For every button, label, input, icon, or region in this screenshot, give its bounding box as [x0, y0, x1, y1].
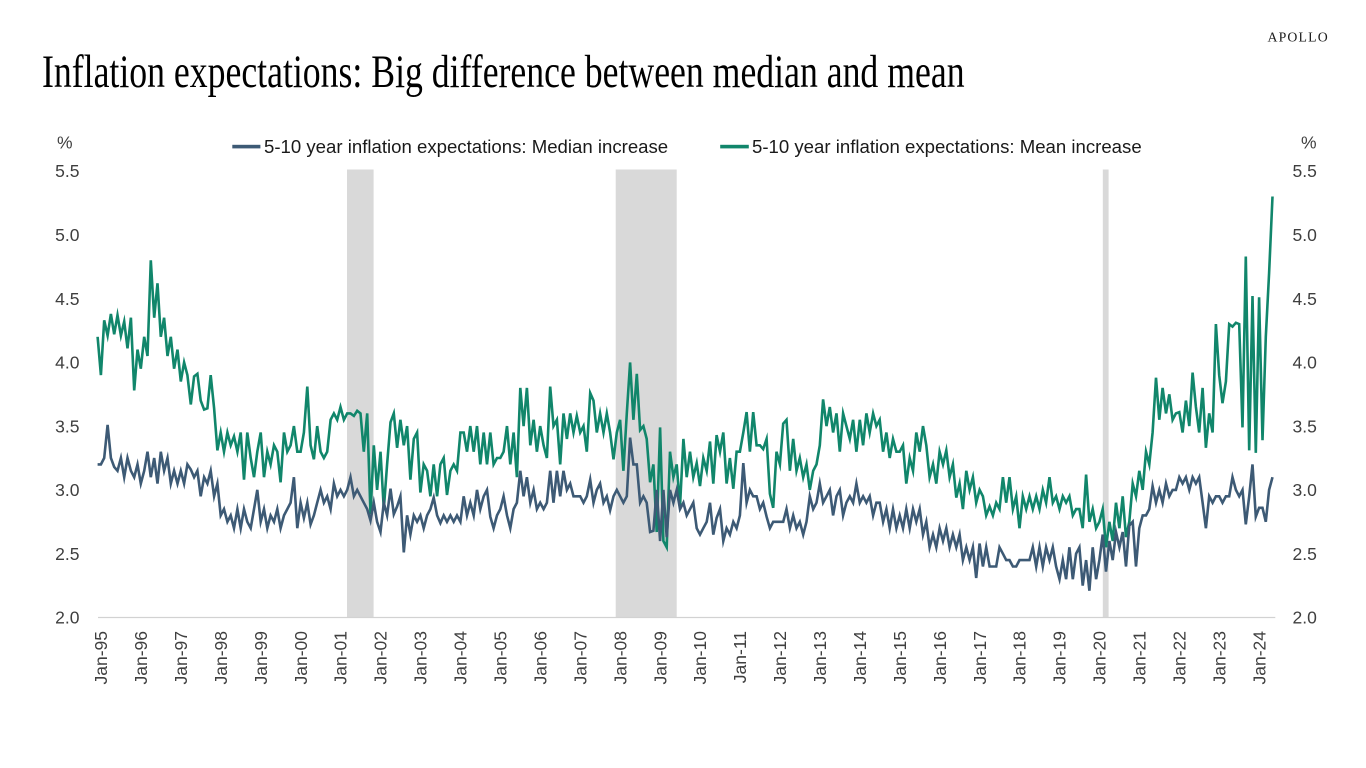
svg-text:5.5: 5.5: [1293, 161, 1317, 181]
svg-text:4.5: 4.5: [1293, 289, 1317, 309]
svg-text:Jan-20: Jan-20: [1090, 631, 1110, 685]
svg-text:Jan-09: Jan-09: [650, 631, 670, 685]
svg-text:5.5: 5.5: [55, 161, 79, 181]
svg-text:4.0: 4.0: [55, 353, 80, 373]
svg-text:%: %: [1301, 133, 1317, 153]
svg-text:2.0: 2.0: [55, 608, 80, 628]
svg-text:4.0: 4.0: [1293, 353, 1318, 373]
svg-text:Jan-21: Jan-21: [1130, 631, 1150, 685]
svg-text:Jan-97: Jan-97: [171, 631, 191, 685]
svg-text:Jan-96: Jan-96: [131, 631, 151, 685]
svg-text:Jan-11: Jan-11: [730, 631, 750, 683]
svg-text:Jan-06: Jan-06: [530, 631, 550, 685]
svg-text:Jan-03: Jan-03: [411, 631, 431, 685]
svg-text:Jan-98: Jan-98: [211, 631, 231, 685]
svg-text:Jan-07: Jan-07: [570, 631, 590, 685]
svg-text:Jan-01: Jan-01: [331, 631, 351, 685]
svg-text:Inflation expectations: Big di: Inflation expectations: Big difference b…: [42, 47, 965, 99]
svg-text:Jan-95: Jan-95: [91, 631, 111, 685]
svg-text:3.5: 3.5: [55, 416, 79, 436]
svg-text:Jan-99: Jan-99: [251, 631, 271, 685]
svg-text:Jan-22: Jan-22: [1170, 631, 1190, 685]
svg-text:Jan-18: Jan-18: [1010, 631, 1030, 685]
svg-text:2.5: 2.5: [1293, 544, 1317, 564]
svg-text:Jan-19: Jan-19: [1050, 631, 1070, 685]
svg-text:Jan-04: Jan-04: [451, 631, 471, 685]
svg-text:5-10 year inflation expectatio: 5-10 year inflation expectations: Mean i…: [752, 136, 1142, 157]
svg-text:3.5: 3.5: [1293, 416, 1317, 436]
svg-text:Jan-23: Jan-23: [1209, 631, 1229, 685]
svg-text:2.5: 2.5: [55, 544, 79, 564]
svg-text:Jan-10: Jan-10: [690, 631, 710, 685]
svg-text:Jan-00: Jan-00: [291, 631, 311, 685]
svg-text:APOLLO: APOLLO: [1268, 30, 1329, 45]
svg-text:Jan-02: Jan-02: [371, 631, 391, 685]
svg-text:Jan-13: Jan-13: [810, 631, 830, 685]
svg-text:Jan-05: Jan-05: [491, 631, 511, 685]
svg-text:3.0: 3.0: [1293, 480, 1318, 500]
svg-text:5-10 year inflation expectatio: 5-10 year inflation expectations: Median…: [264, 136, 668, 157]
svg-text:Jan-14: Jan-14: [850, 631, 870, 685]
svg-text:2.0: 2.0: [1293, 608, 1318, 628]
svg-text:%: %: [57, 133, 73, 153]
svg-text:4.5: 4.5: [55, 289, 79, 309]
svg-text:Jan-24: Jan-24: [1249, 631, 1269, 685]
svg-text:3.0: 3.0: [55, 480, 80, 500]
svg-text:Jan-08: Jan-08: [610, 631, 630, 685]
svg-text:Jan-17: Jan-17: [970, 631, 990, 685]
svg-text:Jan-15: Jan-15: [890, 631, 910, 685]
svg-text:5.0: 5.0: [1293, 225, 1318, 245]
svg-text:Jan-16: Jan-16: [930, 631, 950, 685]
svg-text:5.0: 5.0: [55, 225, 80, 245]
svg-text:Jan-12: Jan-12: [770, 631, 790, 685]
